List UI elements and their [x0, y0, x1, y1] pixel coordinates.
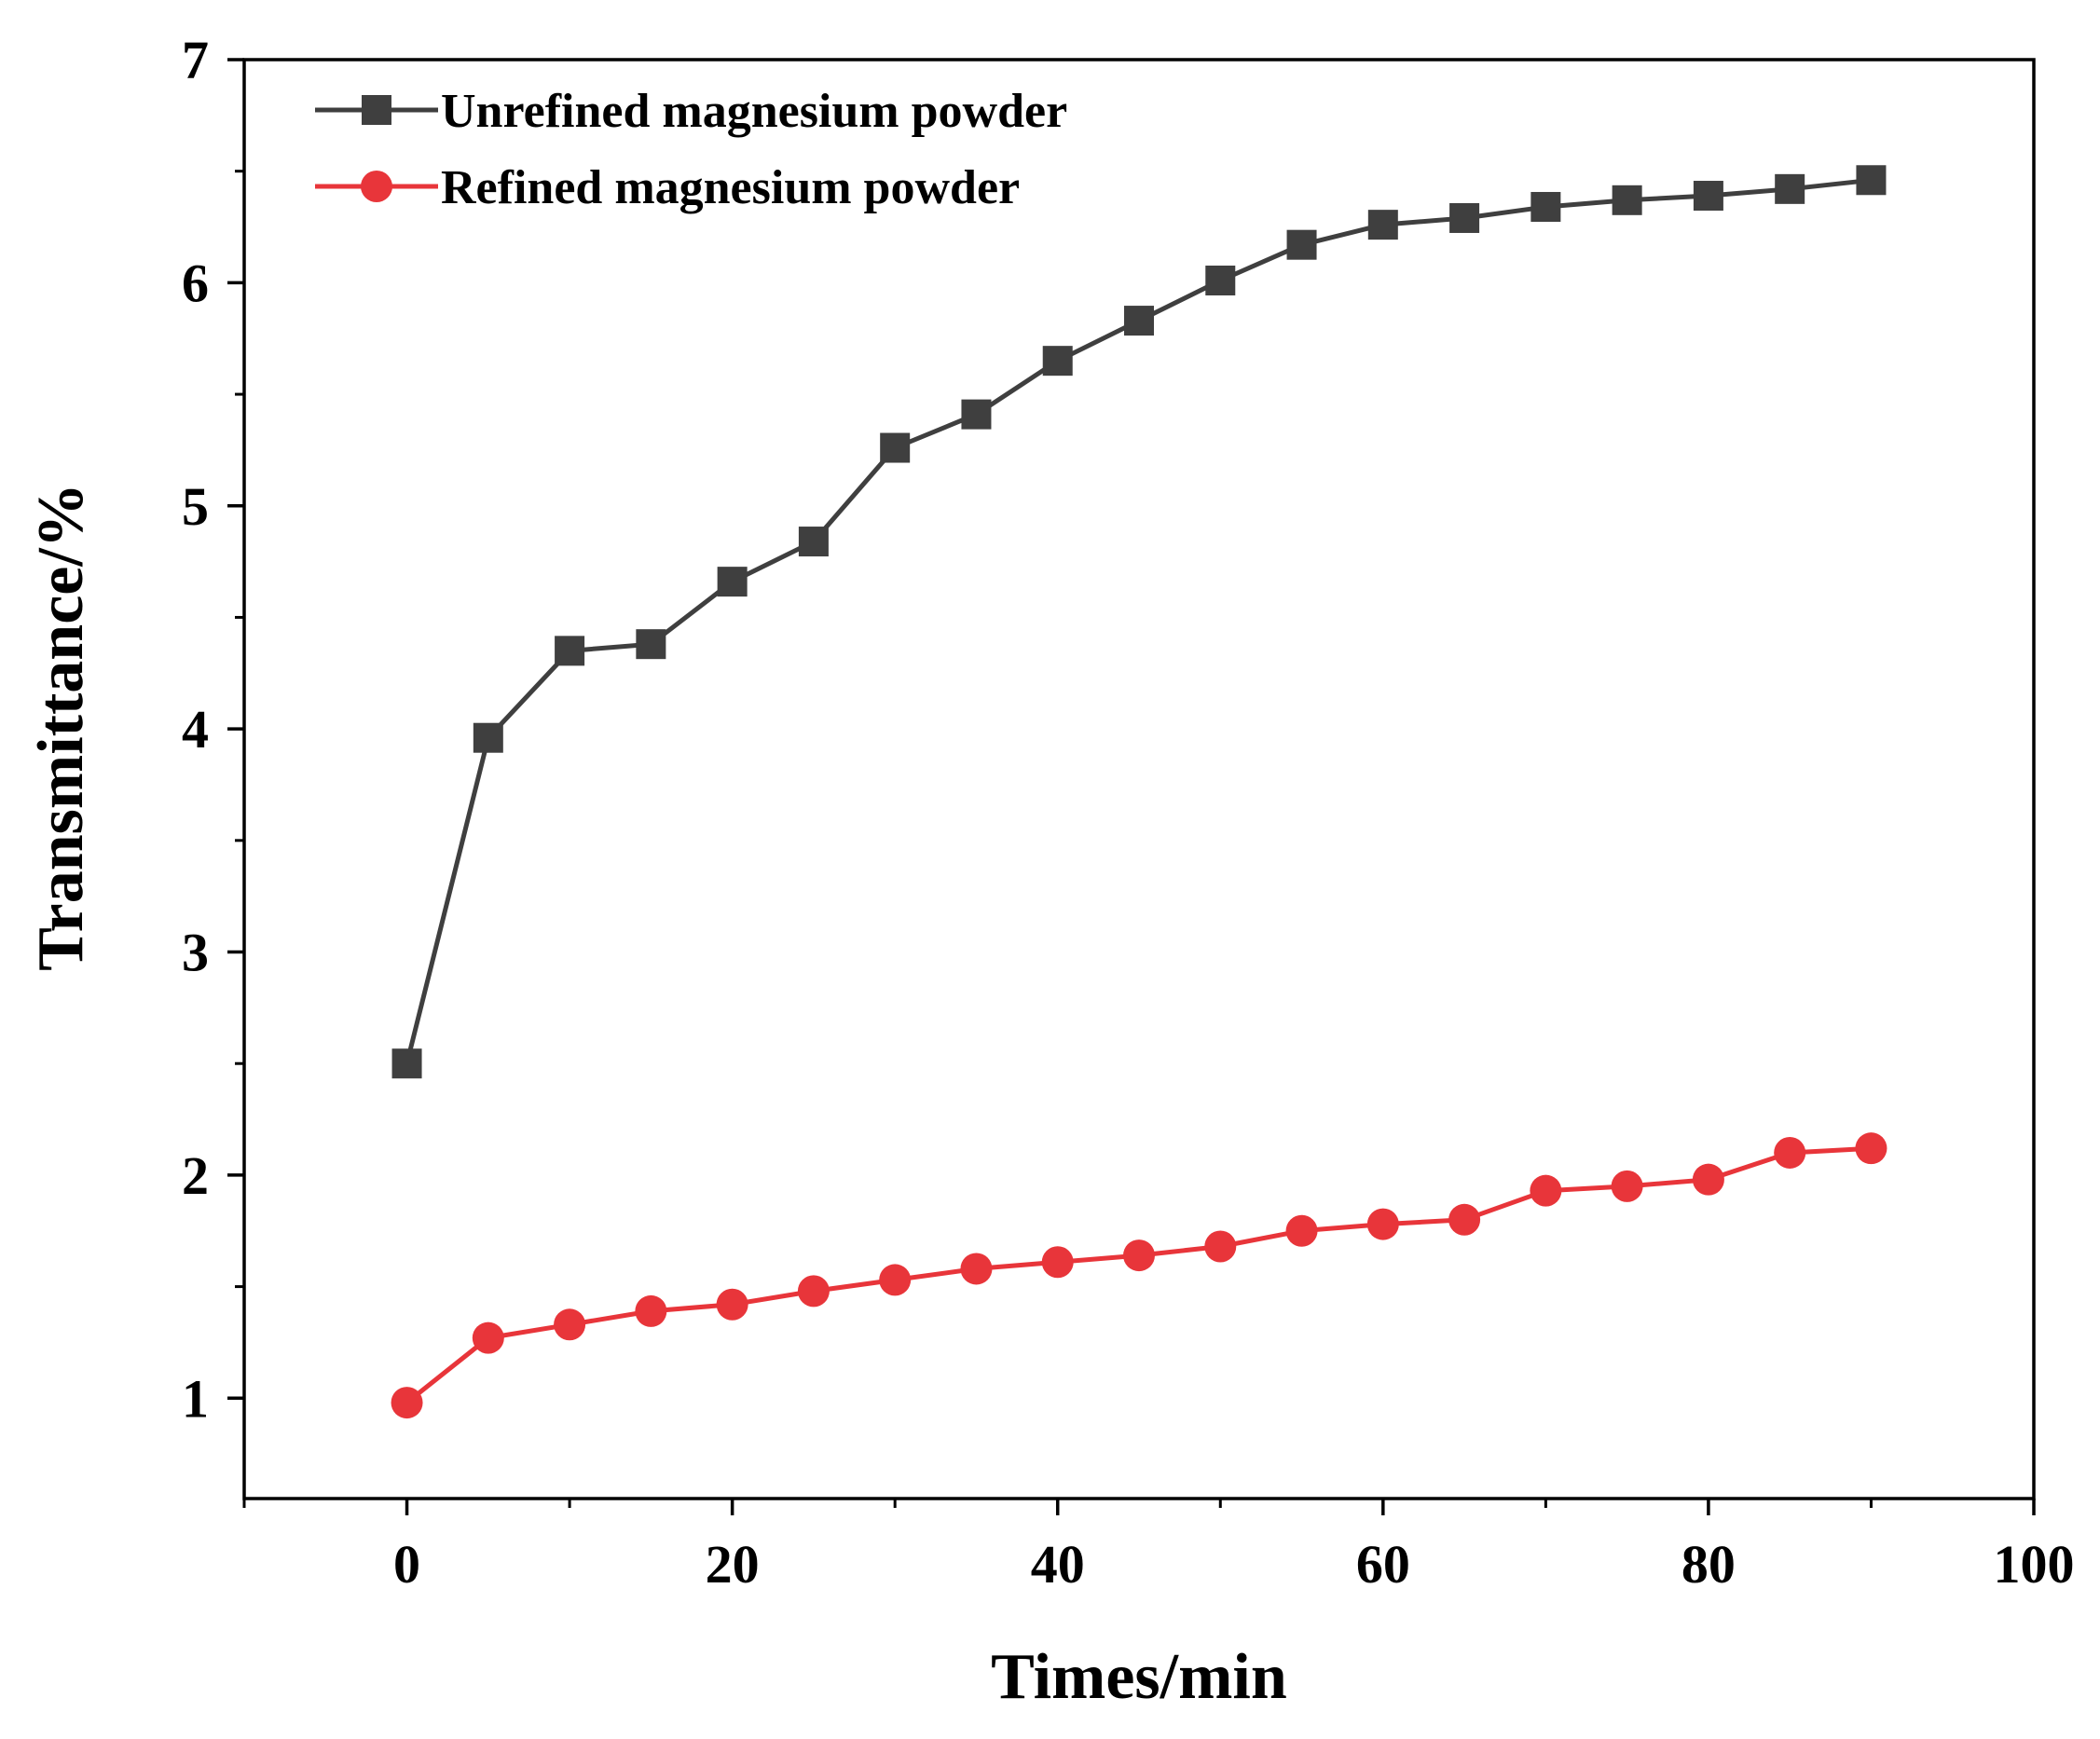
- data-point-circle: [635, 1294, 667, 1327]
- x-tick-label: 60: [1356, 1534, 1410, 1595]
- y-tick-label: 2: [182, 1145, 209, 1206]
- y-tick-label: 4: [182, 699, 209, 760]
- y-tick-label: 5: [182, 476, 209, 537]
- data-point-square: [1367, 210, 1398, 240]
- data-point-square: [1286, 229, 1317, 260]
- data-point-square: [1124, 306, 1154, 336]
- data-point-circle: [554, 1308, 586, 1341]
- data-point-square: [1856, 165, 1887, 196]
- data-point-circle: [472, 1321, 504, 1354]
- data-point-square: [473, 722, 503, 753]
- series-line-2: [405, 1145, 1872, 1405]
- data-point-square: [1693, 181, 1723, 212]
- legend-marker-circle: [361, 171, 392, 202]
- x-tick-label: 100: [1994, 1534, 2075, 1595]
- data-point-square: [1042, 346, 1073, 377]
- data-point-circle: [391, 1387, 423, 1419]
- data-point-circle: [1123, 1239, 1155, 1272]
- data-point-square: [880, 432, 911, 463]
- data-point-square: [555, 636, 585, 666]
- data-point-square: [1612, 185, 1642, 215]
- x-tick-label: 40: [1031, 1534, 1085, 1595]
- data-point-circle: [879, 1264, 912, 1296]
- data-point-circle: [1611, 1170, 1643, 1202]
- data-point-square: [1205, 265, 1236, 295]
- data-point-circle: [716, 1288, 748, 1321]
- data-point-square: [1449, 202, 1480, 233]
- data-point-square: [636, 629, 666, 660]
- data-point-circle: [1204, 1230, 1237, 1263]
- legend-label-1: Unrefined magnesium powder: [441, 85, 1067, 138]
- legend-marker-square: [362, 95, 391, 125]
- data-point-square: [798, 527, 829, 557]
- data-point-circle: [1041, 1246, 1074, 1279]
- data-point-circle: [1855, 1132, 1887, 1165]
- y-tick-label: 1: [182, 1368, 209, 1429]
- data-point-circle: [1692, 1163, 1724, 1196]
- x-tick-label: 0: [393, 1534, 420, 1595]
- data-point-square: [391, 1048, 422, 1079]
- data-point-circle: [1530, 1174, 1562, 1207]
- y-tick-label: 3: [182, 923, 209, 983]
- data-point-circle: [960, 1253, 993, 1285]
- y-axis-title: Transmittance/%: [25, 483, 97, 971]
- legend-label-2: Refined magnesium powder: [441, 161, 1020, 214]
- y-tick-label: 6: [182, 253, 209, 313]
- data-point-square: [961, 399, 992, 430]
- x-tick-label: 20: [706, 1534, 760, 1595]
- plot-frame: [242, 58, 2036, 1500]
- data-point-circle: [1285, 1214, 1318, 1247]
- data-point-circle: [1366, 1208, 1399, 1240]
- data-point-circle: [1448, 1203, 1481, 1236]
- x-axis-title: Times/min: [991, 1641, 1287, 1713]
- x-tick-label: 80: [1681, 1534, 1736, 1595]
- data-point-circle: [797, 1275, 830, 1308]
- y-tick-label: 7: [182, 30, 209, 90]
- data-point-circle: [1774, 1136, 1806, 1169]
- data-point-square: [1530, 191, 1561, 222]
- data-point-square: [1775, 173, 1805, 204]
- data-point-square: [717, 567, 748, 597]
